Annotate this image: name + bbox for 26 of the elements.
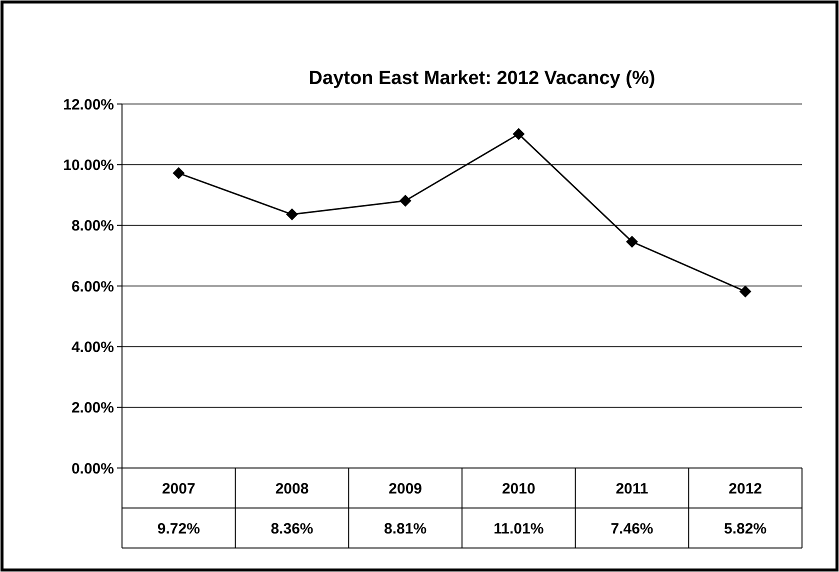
chart-title: Dayton East Market: 2012 Vacancy (%) [308,68,656,89]
x-tick-label: 2010 [502,480,536,498]
point [399,194,412,207]
x-tick-label: 2007 [162,480,196,498]
y-tick-label: 8.00% [71,218,114,235]
text: 7.46% [610,520,654,538]
text: 8.36% [270,520,314,538]
y-tick-label: 6.00% [71,278,114,296]
text: 9.72% [157,520,200,538]
x-tick-label: 2008 [275,480,309,498]
y-tick-label: 4.00% [71,338,114,356]
text: 11.01% [494,520,544,538]
y-tick-label: 2.00% [71,400,114,417]
y-tick-label: 10.00% [63,156,114,174]
point [172,167,185,180]
text: 8.81% [384,520,427,538]
x-tick-label: 2009 [388,480,422,498]
point [286,208,298,220]
point [739,285,752,298]
y-tick-label: 12.00% [63,96,114,114]
point [512,128,525,140]
point [626,236,638,248]
text: 5.82% [724,520,767,538]
x-tick-label: 2012 [728,480,762,498]
y-tick-label: 0.00% [71,460,114,478]
x-tick-label: 2011 [616,480,648,498]
